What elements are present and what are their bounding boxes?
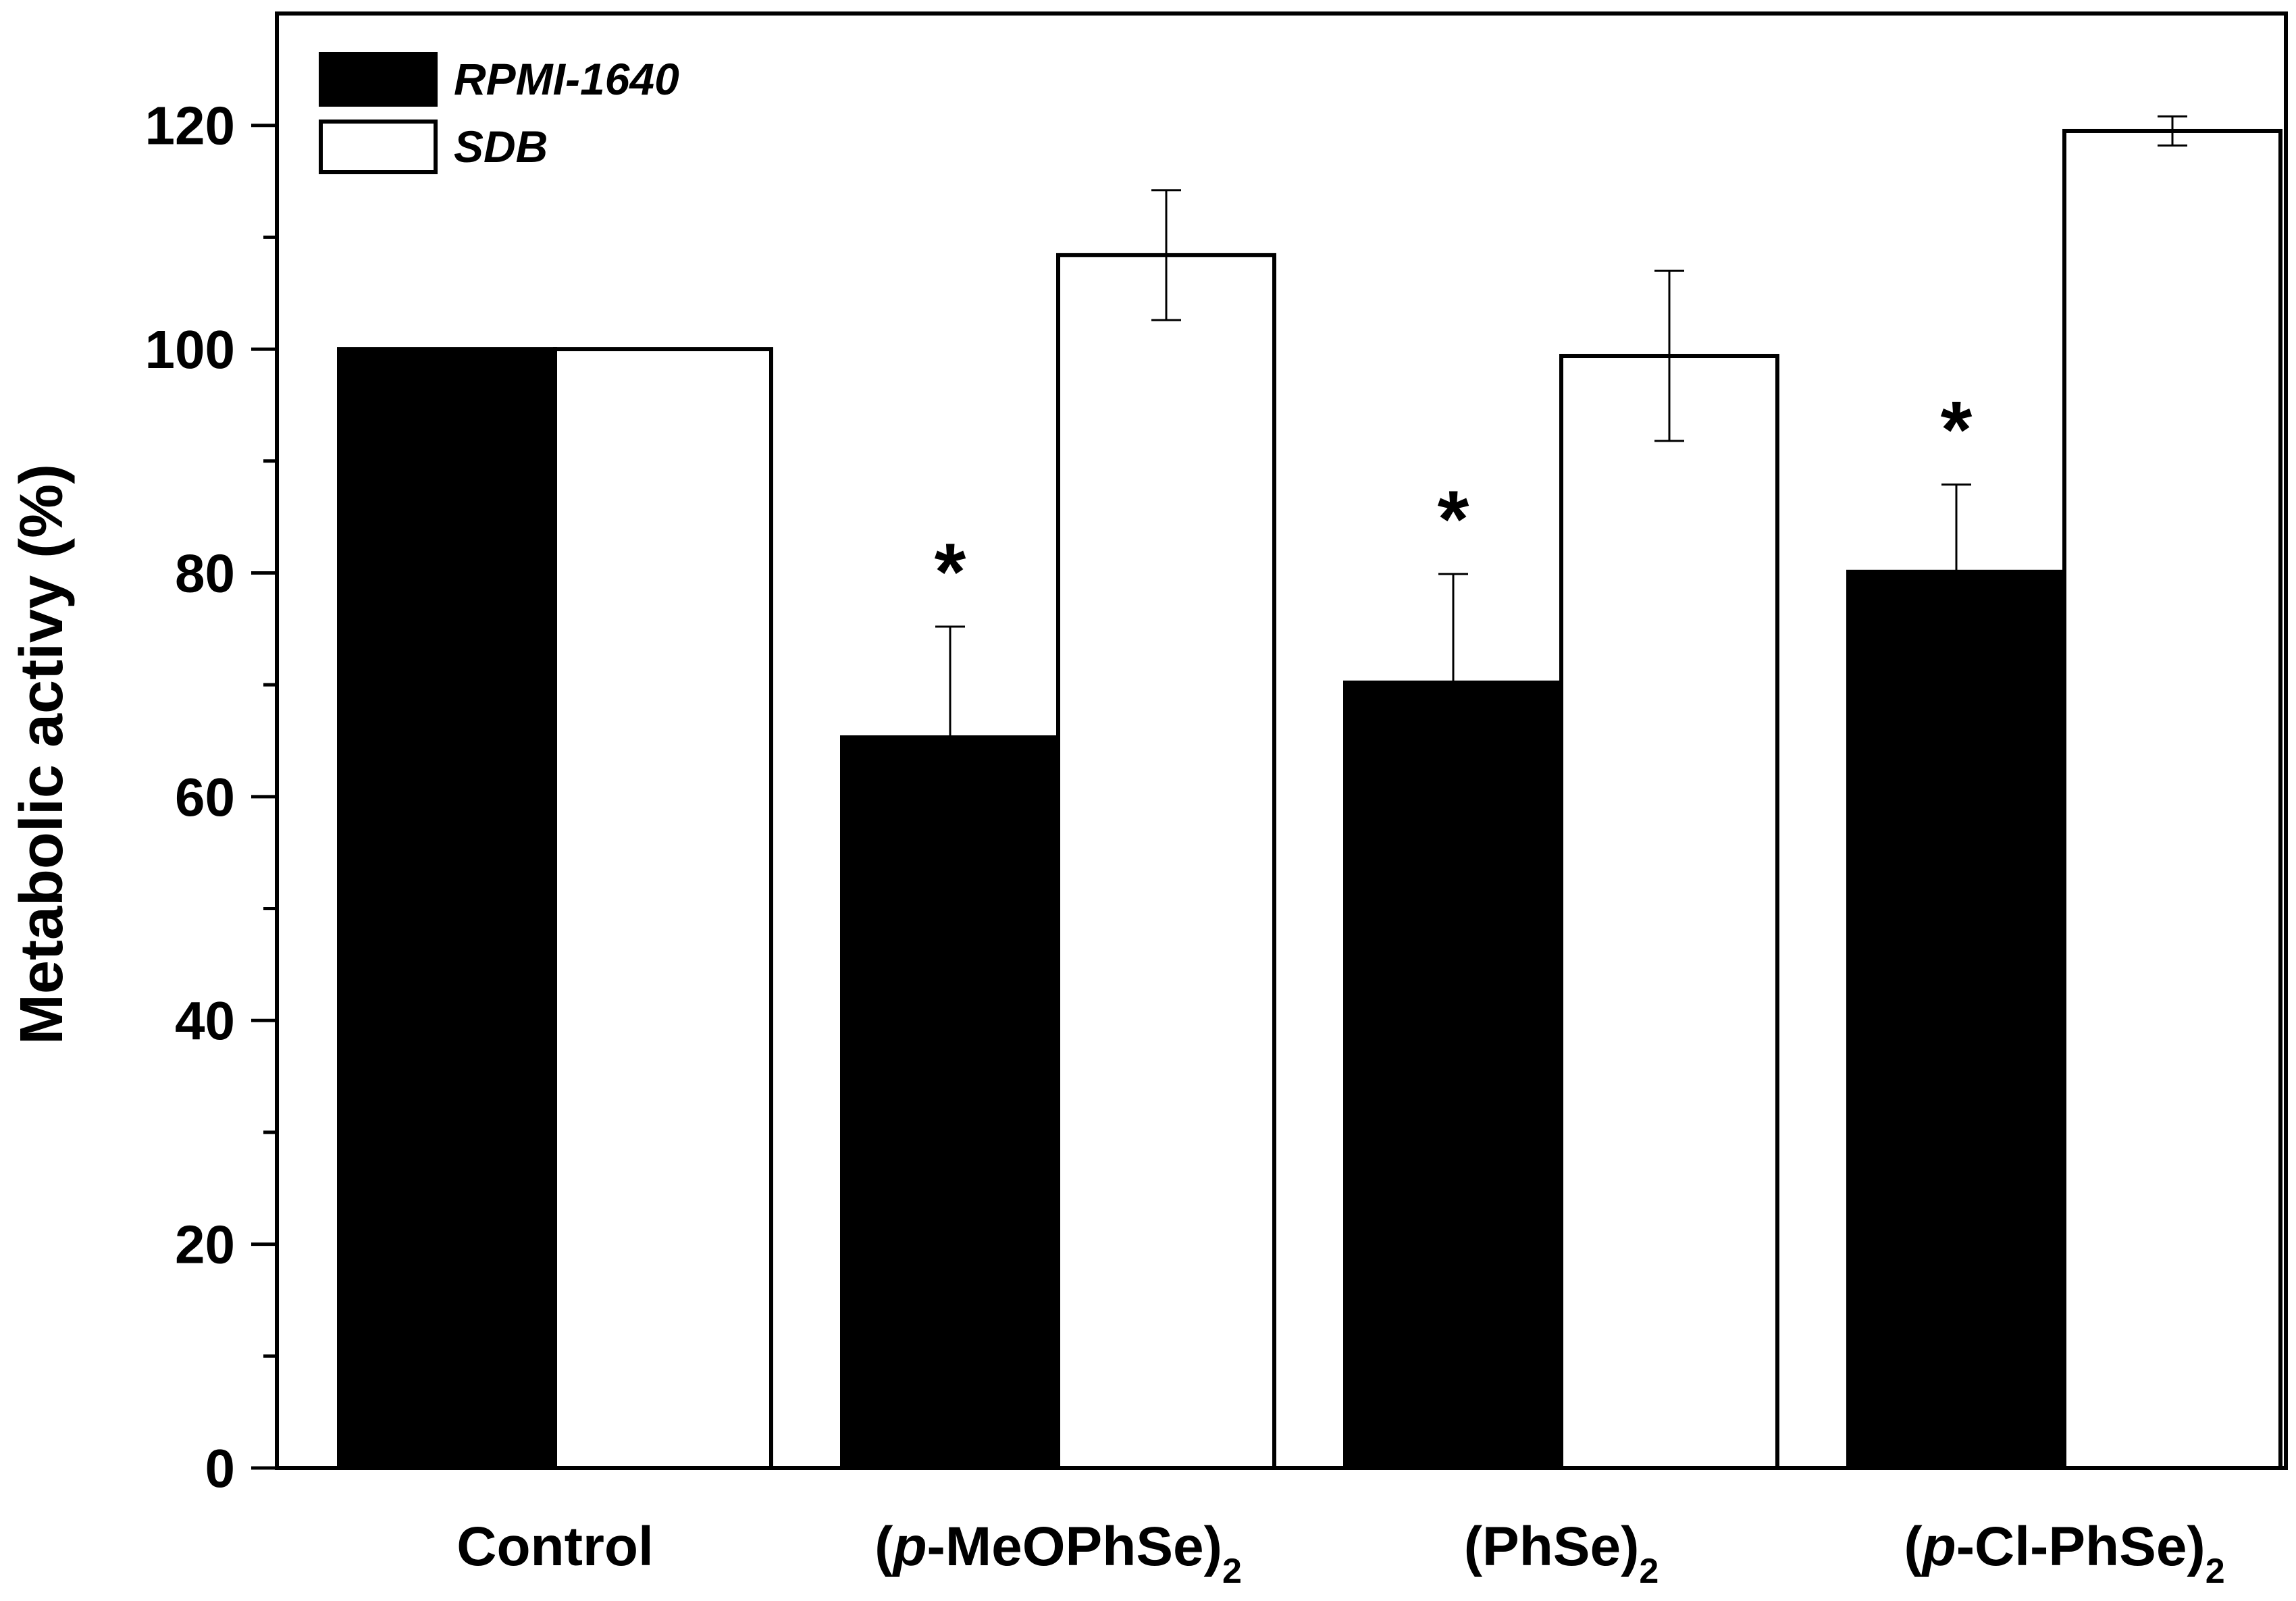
significance-marker: *: [1438, 474, 1469, 565]
x-category-label: Control: [456, 1516, 653, 1577]
significance-marker: *: [935, 527, 966, 617]
bar: [1056, 253, 1276, 1470]
bar: [337, 347, 557, 1470]
legend-label: RPMI-1640: [454, 54, 679, 104]
x-label-part: -Cl-PhSe): [1956, 1516, 2206, 1577]
y-tick-label: 100: [145, 319, 235, 379]
x-label-subscript: 2: [1222, 1552, 1242, 1591]
x-label-subscript: 2: [2206, 1552, 2225, 1591]
plot-frame: [275, 11, 2288, 1470]
significance-marker: *: [1941, 385, 1973, 475]
bar: [1846, 569, 2066, 1471]
legend-label: SDB: [454, 122, 548, 172]
y-tick-label: 120: [145, 96, 235, 156]
bar: [2062, 128, 2282, 1470]
y-tick-label: 60: [175, 767, 235, 827]
x-label-italic: p: [891, 1516, 927, 1577]
y-tick-label: 40: [175, 991, 235, 1051]
x-label-subscript: 2: [1639, 1552, 1659, 1591]
x-category-label: (PhSe)2: [1464, 1516, 1659, 1591]
y-axis: 0 20 40 60 80 100 120: [145, 96, 277, 1498]
bar: [840, 735, 1060, 1470]
y-tick-label: 0: [205, 1438, 236, 1498]
bar: [1559, 354, 1779, 1470]
x-axis: Control (p-MeOPhSe)2 (PhSe)2 (p-Cl-PhSe)2: [456, 1516, 2224, 1591]
x-label-part: Control: [456, 1516, 653, 1577]
error-bars-layer: [935, 115, 2187, 849]
x-category-label: (p-MeOPhSe)2: [875, 1516, 1242, 1591]
x-label-part: (: [875, 1516, 893, 1577]
x-label-part: (: [1904, 1516, 1923, 1577]
bar: [1343, 680, 1563, 1471]
bars-layer: [337, 128, 2282, 1471]
legend-swatch: [319, 52, 438, 107]
x-category-label: (p-Cl-PhSe)2: [1904, 1516, 2224, 1591]
x-label-part: -MeOPhSe): [927, 1516, 1222, 1577]
x-label-part: (PhSe): [1464, 1516, 1640, 1577]
y-tick-label: 20: [175, 1215, 235, 1275]
legend: RPMI-1640 SDB: [319, 52, 679, 174]
significance-layer: * * *: [935, 385, 1973, 617]
y-tick-label: 80: [175, 543, 235, 603]
x-label-italic: p: [1921, 1516, 1956, 1577]
legend-swatch: [319, 120, 438, 174]
bar: [553, 347, 773, 1470]
y-axis-title: Metabolic activy (%): [8, 464, 76, 1045]
